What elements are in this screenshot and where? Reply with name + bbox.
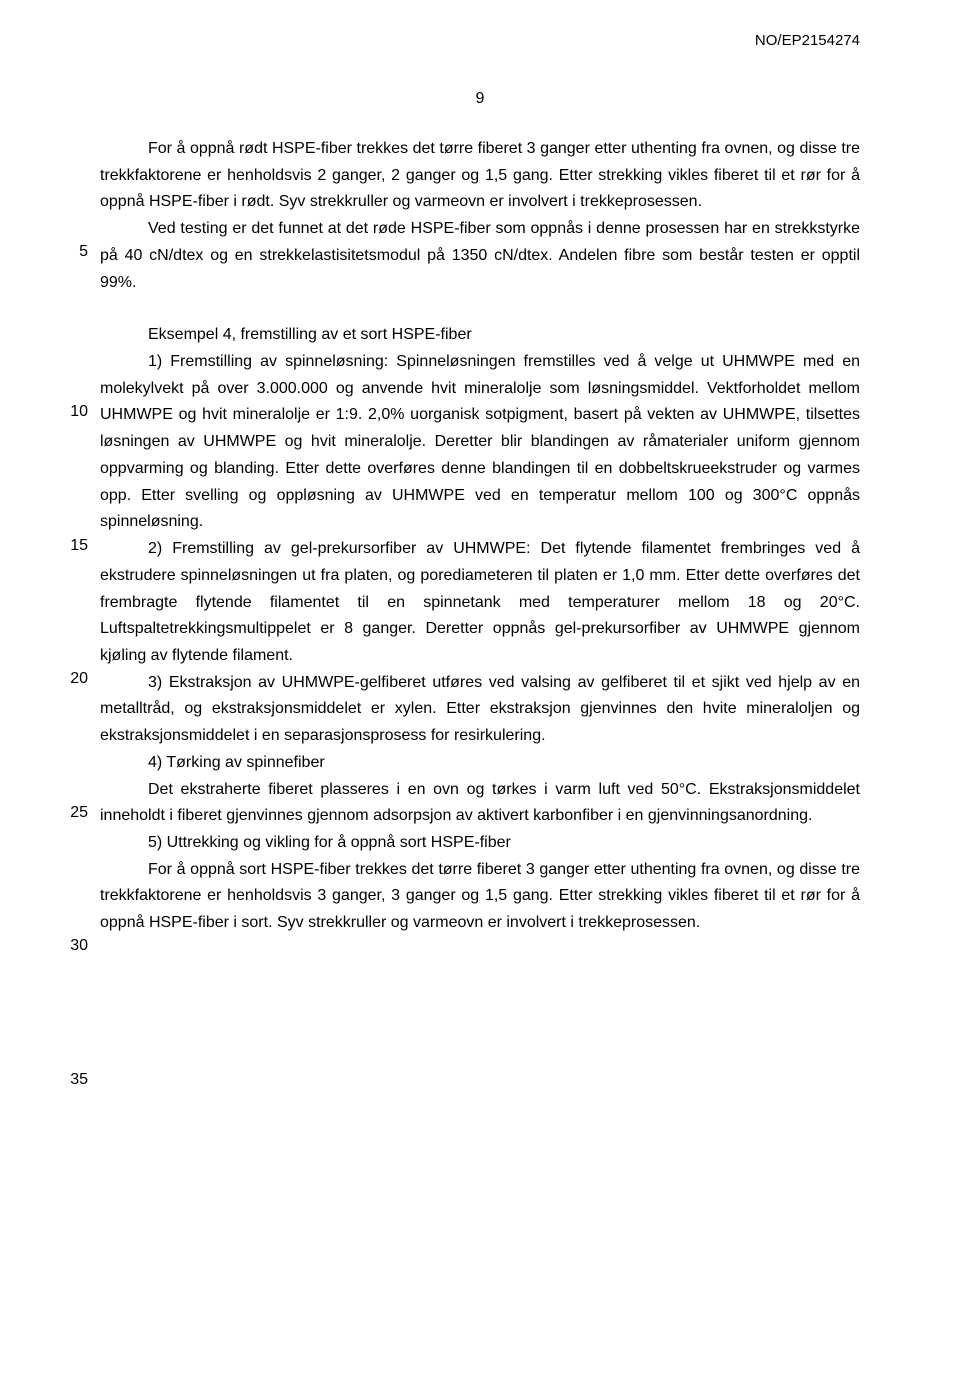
paragraph: 5) Uttrekking og vikling for å oppnå sor… [100,830,860,857]
content-area: 5 10 15 20 25 30 35 For å oppnå rødt HSP… [100,136,860,937]
paragraph: Det ekstraherte fiberet plasseres i en o… [100,777,860,830]
paragraph: 3) Ekstraksjon av UHMWPE-gelfiberet utfø… [100,670,860,750]
line-number: 20 [70,670,88,688]
line-number: 5 [79,243,88,261]
line-number: 25 [70,804,88,822]
paragraph: 4) Tørking av spinnefiber [100,750,860,777]
paragraph: 1) Fremstilling av spinneløsning: Spinne… [100,349,860,536]
paragraph: For å oppnå rødt HSPE-fiber trekkes det … [100,136,860,216]
paragraph: 2) Fremstilling av gel-prekursorfiber av… [100,536,860,670]
body-text: For å oppnå rødt HSPE-fiber trekkes det … [100,136,860,937]
spacer [100,296,860,322]
paragraph: Ved testing er det funnet at det røde HS… [100,216,860,296]
line-number: 15 [70,537,88,555]
paragraph: For å oppnå sort HSPE-fiber trekkes det … [100,857,860,937]
example-title: Eksempel 4, fremstilling av et sort HSPE… [100,322,860,349]
line-number: 35 [70,1071,88,1089]
document-id: NO/EP2154274 [755,32,860,49]
line-number: 10 [70,403,88,421]
line-number: 30 [70,937,88,955]
page: NO/EP2154274 9 5 10 15 20 25 30 35 For å… [0,0,960,997]
page-number: 9 [100,90,860,108]
